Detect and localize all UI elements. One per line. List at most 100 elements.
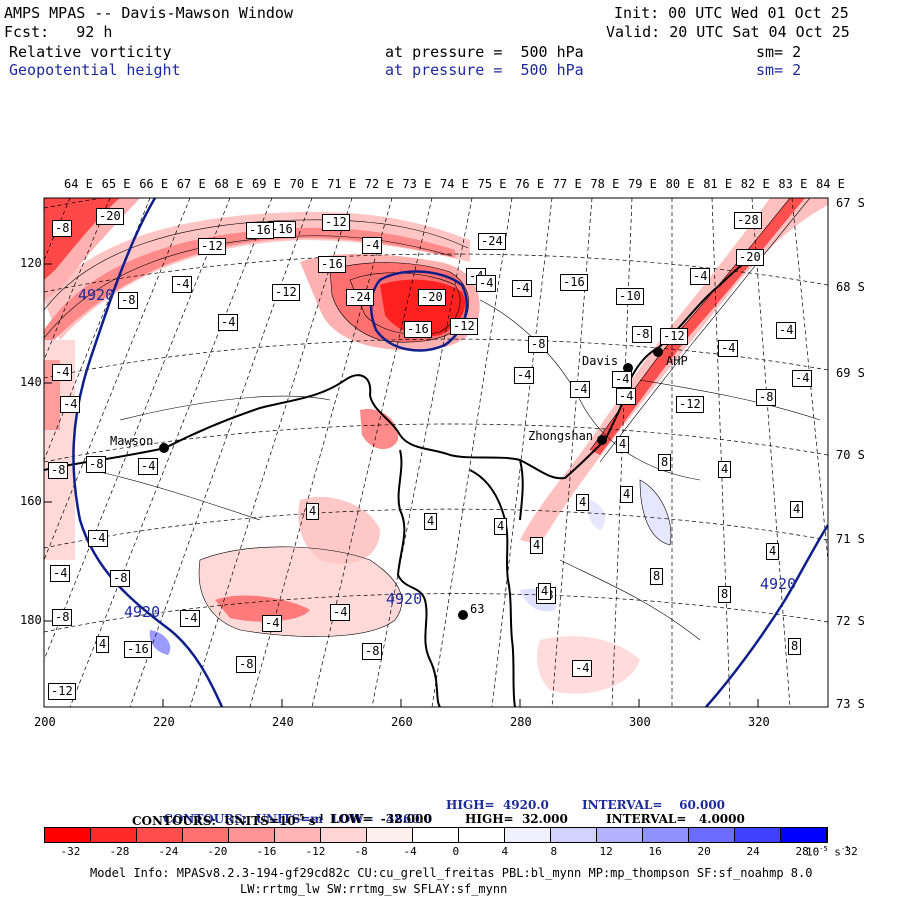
vorticity-contour-label: 4: [494, 518, 508, 535]
vorticity-contour-label: -16: [246, 222, 274, 239]
vorticity-contour-label: -12: [660, 328, 688, 345]
vorticity-contour-label: -24: [478, 233, 506, 250]
colorbar-unit-suffix: s: [827, 845, 841, 859]
vorticity-contour-label: -8: [52, 220, 73, 237]
station-63: [458, 610, 468, 620]
valid-time: Valid: 20 UTC Sat 04 Oct 25: [606, 23, 850, 41]
colorbar-swatch: [275, 828, 321, 842]
station-davis: [623, 363, 633, 373]
axis-ticks: [43, 263, 759, 707]
top-longitude-label: 65 E: [101, 177, 131, 191]
vorticity-contour-label: -8: [528, 336, 549, 353]
vorticity-contour-label: 4: [790, 501, 804, 518]
vorticity-contour-label: -12: [48, 683, 76, 700]
right-latitude-label: 69 S: [836, 366, 865, 380]
top-longitude-label: 82 E: [740, 177, 770, 191]
top-longitude-label: 75 E: [477, 177, 507, 191]
colorbar-swatch: [505, 828, 551, 842]
vorticity-contour-label: -20: [96, 208, 124, 225]
colorbar-label: -20: [207, 845, 228, 858]
top-longitude-label: 73 E: [402, 177, 432, 191]
vorticity-contour-info: CONTOURS: UNITS=10-5 s-1: [132, 812, 324, 828]
colorbar-label: -32: [60, 845, 81, 858]
right-latitude-label: 70 S: [836, 448, 865, 462]
bottom-axis-tick-label: 280: [510, 715, 532, 729]
vorticity-contour-label: 4: [530, 537, 544, 554]
vorticity-contour-label: 8: [650, 568, 664, 585]
colorbar-swatch: [321, 828, 367, 842]
vorticity-contour-label: -4: [718, 340, 739, 357]
vorticity-contour-label: -16: [560, 274, 588, 291]
top-longitude-label: 83 E: [778, 177, 808, 191]
vorticity-contour-unit-exp: -1: [315, 812, 325, 822]
init-time: Init: 00 UTC Wed 01 Oct 25: [614, 4, 849, 22]
colorbar-label: 28: [795, 845, 809, 858]
left-axis-tick-label: 120: [20, 256, 42, 270]
colorbar-label: 24: [746, 845, 760, 858]
vorticity-contours: [44, 198, 821, 641]
vorticity-contour-label: -8: [52, 609, 73, 626]
vorticity-contour-label: -4: [690, 268, 711, 285]
field2-level: at pressure = 500 hPa: [385, 61, 584, 79]
colorbar-label: -12: [305, 845, 326, 858]
vorticity-contour-label: -4: [512, 280, 533, 297]
colorbar-swatch: [459, 828, 505, 842]
top-longitude-label: 67 E: [176, 177, 206, 191]
colorbar-swatch: [643, 828, 689, 842]
vorticity-contour-label: -4: [616, 388, 637, 405]
top-longitude-label: 72 E: [364, 177, 394, 191]
station-label-mawson: Mawson: [110, 434, 154, 448]
colorbar-unit-suffix-exp: -1: [840, 845, 850, 853]
colorbar-swatch: [781, 828, 827, 842]
vorticity-contour-label: 4: [306, 503, 320, 520]
left-axis-tick-label: 160: [20, 494, 42, 508]
vorticity-contour-label: -4: [330, 604, 351, 621]
vorticity-contour-label: 4: [718, 461, 732, 478]
field1-smoothing: sm= 2: [756, 43, 802, 61]
vorticity-contour-label: -8: [86, 456, 107, 473]
vorticity-contour-label: -8: [362, 643, 383, 660]
colorbar: [44, 827, 828, 843]
colorbar-label: 4: [501, 845, 509, 858]
station-markers: [159, 347, 663, 620]
app-title: AMPS MPAS -- Davis-Mawson Window: [4, 4, 293, 22]
vorticity-contour-label: -24: [346, 289, 374, 306]
vorticity-contour-label: 4: [616, 436, 630, 453]
vorticity-contour-label: -4: [362, 237, 383, 254]
vorticity-contour-label: -4: [218, 314, 239, 331]
colorbar-swatch: [137, 828, 183, 842]
height-contour-interval: INTERVAL= 60.000: [582, 798, 726, 812]
vorticity-contour-label: -4: [50, 565, 71, 582]
height-label: 4920: [124, 603, 161, 621]
vorticity-contour-label: -4: [612, 371, 633, 388]
vorticity-contour-label: -4: [172, 276, 193, 293]
vorticity-contour-label: -20: [418, 289, 446, 306]
vorticity-contour-label: 4: [96, 636, 110, 653]
colorbar-swatch: [229, 828, 275, 842]
vorticity-contour-label: -10: [616, 288, 644, 305]
vorticity-contour-unit: s: [304, 814, 316, 828]
left-axis-tick-label: 140: [20, 375, 42, 389]
vorticity-contour-label: -16: [318, 256, 346, 273]
colorbar-label: 0: [452, 845, 460, 858]
bottom-axis-tick-label: 240: [272, 715, 294, 729]
vorticity-contour-label: -12: [272, 284, 300, 301]
vorticity-contour-label: -8: [236, 656, 257, 673]
top-longitude-label: 70 E: [289, 177, 319, 191]
map-plot-area: [44, 198, 828, 707]
vorticity-contour-label: -16: [404, 321, 432, 338]
vorticity-contour-label: -16: [124, 641, 152, 658]
vorticity-contour-label: 8: [788, 638, 802, 655]
top-longitude-label: 78 E: [590, 177, 620, 191]
geopotential-height-contours: [72, 198, 828, 707]
vorticity-contour-label: -4: [180, 610, 201, 627]
height-contour-high: HIGH= 4920.0: [446, 798, 549, 812]
top-longitude-label: 76 E: [515, 177, 545, 191]
model-info-line2: LW:rrtmg_lw SW:rrtmg_sw SFLAY:sf_mynn: [240, 882, 508, 896]
vorticity-contour-exp: -5: [295, 812, 305, 822]
vorticity-contour-label: -8: [48, 462, 69, 479]
height-contour-info: CONTOURS: UNITS=m LOW= 4860.0: [155, 798, 432, 826]
vorticity-contour-label: -4: [52, 364, 73, 381]
vorticity-contour-label: 4: [620, 486, 634, 503]
